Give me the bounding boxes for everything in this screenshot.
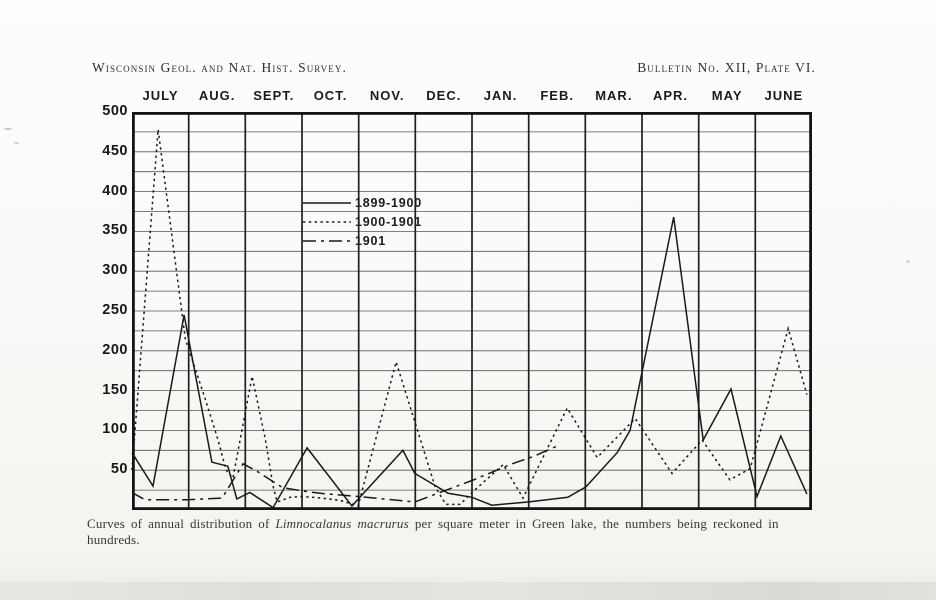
legend-swatch-dotted (303, 220, 351, 223)
scan-edge-band (0, 582, 936, 600)
month-label-apr: APR. (652, 88, 689, 103)
month-label-oct: OCT. (313, 88, 348, 103)
month-label-jan: JAN. (483, 88, 518, 103)
month-label-mar: MAR. (595, 88, 633, 103)
series-line-1900-1901 (131, 129, 808, 507)
month-label-nov: NOV. (369, 88, 405, 103)
y-tick-label-150: 150 (102, 381, 128, 398)
scan-artifact (4, 128, 12, 130)
y-tick-label-450: 450 (102, 142, 128, 159)
legend-label: 1899-1900 (355, 195, 422, 210)
legend-label: 1900-1901 (355, 214, 422, 229)
legend-swatch-dash-dot (303, 239, 351, 242)
chart-legend: 1899-1900 1900-1901 1901 (303, 193, 422, 250)
gridlines (132, 112, 812, 510)
survey-title: Wisconsin Geol. and Nat. Hist. Survey. (92, 60, 347, 75)
bulletin-plate-ref: Bulletin No. XII, Plate VI. (637, 60, 816, 75)
series-line-1899-1900 (131, 216, 808, 509)
y-tick-label-100: 100 (102, 421, 128, 438)
y-tick-label-200: 200 (102, 341, 128, 358)
legend-swatch-solid (303, 201, 351, 204)
plate-header: Wisconsin Geol. and Nat. Hist. Survey. B… (92, 60, 816, 76)
month-label-june: JUNE (764, 88, 804, 103)
y-tick-label-500: 500 (102, 103, 128, 119)
month-label-july: JULY (142, 88, 179, 103)
y-tick-label-400: 400 (102, 182, 128, 199)
y-tick-label-50: 50 (110, 461, 128, 478)
y-tick-label-300: 300 (102, 262, 128, 279)
month-label-may: MAY (711, 88, 743, 103)
scan-artifact (14, 142, 19, 144)
scan-artifact (906, 260, 910, 263)
species-name: Limnocalanus macrurus (275, 516, 409, 531)
month-label-dec: DEC. (426, 88, 462, 103)
caption-text-start: Curves of annual distribution of (87, 516, 276, 531)
legend-label: 1901 (355, 233, 387, 248)
month-label-sept: SEPT. (253, 88, 295, 103)
legend-entry-1901: 1901 (303, 231, 422, 250)
month-label-aug: AUG. (198, 88, 236, 103)
distribution-chart (131, 111, 813, 511)
y-tick-label-350: 350 (102, 222, 128, 239)
series-line-1901 (131, 444, 559, 503)
plot-border (131, 111, 813, 511)
scan-edge-shadow (0, 568, 936, 582)
y-tick-label-250: 250 (102, 302, 128, 318)
figure-caption: Curves of annual distribution of Limnoca… (87, 516, 835, 548)
caption-text-end: per square meter in Green lake, the numb… (87, 516, 779, 547)
legend-entry-1899-1900: 1899-1900 (303, 193, 422, 212)
legend-entry-1900-1901: 1900-1901 (303, 212, 422, 231)
month-label-feb: FEB. (540, 88, 574, 103)
